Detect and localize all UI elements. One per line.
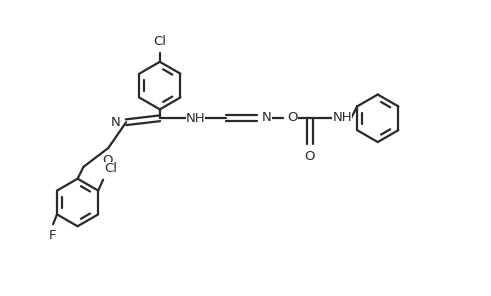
Text: O: O	[288, 111, 298, 124]
Text: Cl: Cl	[153, 35, 166, 48]
Text: NH: NH	[186, 112, 205, 125]
Text: Cl: Cl	[104, 162, 117, 175]
Text: N: N	[262, 111, 272, 124]
Text: O: O	[102, 154, 112, 167]
Text: O: O	[304, 150, 315, 163]
Text: F: F	[48, 229, 56, 242]
Text: NH: NH	[332, 111, 352, 124]
Text: N: N	[110, 116, 120, 129]
